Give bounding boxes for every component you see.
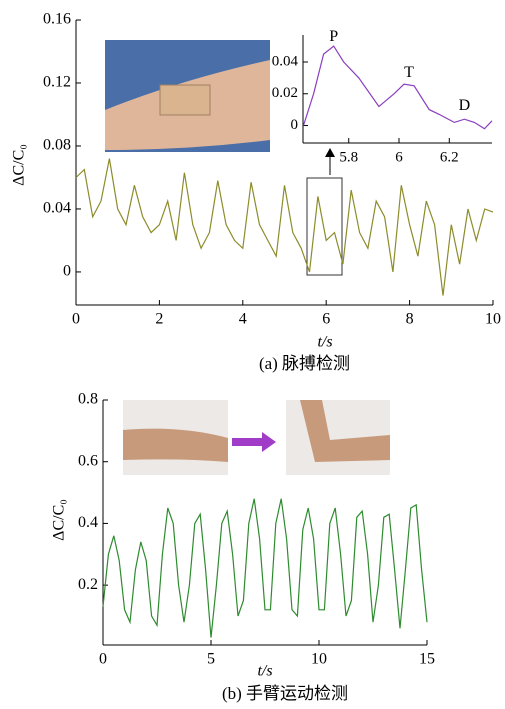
y-tick-label: 0 xyxy=(63,263,71,280)
motion-arrow xyxy=(232,432,276,452)
photo-sensor xyxy=(160,85,210,115)
x-tick-label: 8 xyxy=(406,311,414,328)
series-line xyxy=(304,46,493,129)
y-axis-label: ΔC/C₀ xyxy=(51,499,68,541)
series-line xyxy=(76,159,493,296)
x-tick-label: 0 xyxy=(72,311,80,328)
y-tick-label: 0.04 xyxy=(272,53,299,69)
y-tick-label: 0.8 xyxy=(78,391,98,408)
x-tick-label: 5 xyxy=(207,651,215,668)
y-tick-label: 0.02 xyxy=(272,85,298,101)
y-tick-label: 0.6 xyxy=(78,452,98,469)
y-tick-label: 0.4 xyxy=(78,514,98,531)
x-axis-label: t/s xyxy=(317,334,332,351)
x-tick-label: 4 xyxy=(239,311,247,328)
y-axis-label: ΔC/C₀ xyxy=(11,144,28,186)
x-tick-label: 2 xyxy=(155,311,163,328)
y-tick-label: 0.16 xyxy=(43,11,71,28)
annotation: D xyxy=(459,97,471,114)
x-tick-label: 6 xyxy=(395,149,403,165)
y-tick-label: 0.08 xyxy=(43,137,71,154)
y-tick-label: 0.12 xyxy=(43,74,71,91)
y-tick-label: 0 xyxy=(291,117,299,133)
x-tick-label: 6.2 xyxy=(440,149,459,165)
x-tick-label: 10 xyxy=(311,651,327,668)
y-tick-label: 0.2 xyxy=(78,576,98,593)
caption: (b) 手臂运动检测 xyxy=(222,684,348,703)
caption: (a) 脉搏检测 xyxy=(259,354,350,373)
x-tick-label: 15 xyxy=(419,651,435,668)
zoom-arrowhead xyxy=(325,148,335,157)
x-tick-label: 5.8 xyxy=(339,149,358,165)
annotation: T xyxy=(404,64,414,81)
x-tick-label: 0 xyxy=(99,651,107,668)
annotation: P xyxy=(329,28,338,45)
figure: 0 0.04 0.08 0.12 0.16 0 2 4 6 8 10 ΔC/C₀ t/s (a) 脉搏检测… xyxy=(0,0,505,709)
x-axis-label: t/s xyxy=(257,663,272,680)
series-line xyxy=(103,499,427,638)
x-tick-label: 6 xyxy=(322,311,330,328)
x-tick-label: 10 xyxy=(485,311,501,328)
zoom-box xyxy=(307,178,342,275)
y-tick-label: 0.04 xyxy=(43,200,71,217)
